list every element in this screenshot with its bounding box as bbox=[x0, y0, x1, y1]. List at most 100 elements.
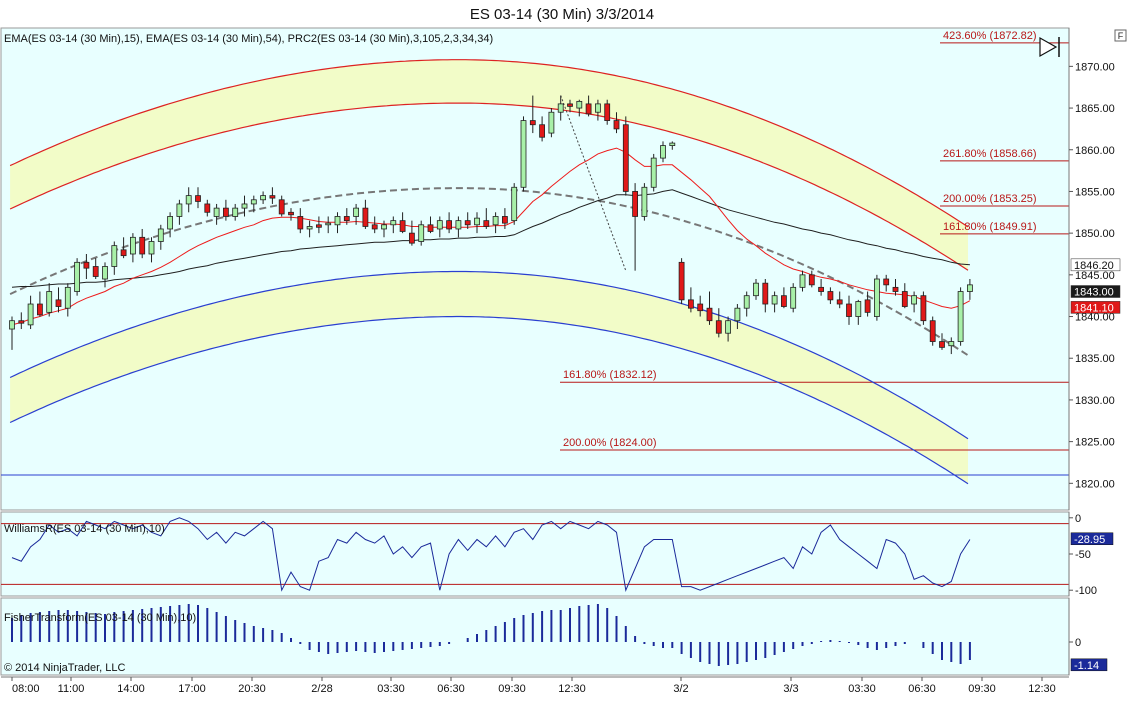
candle-body-39 bbox=[371, 224, 378, 230]
fisher-transform-panel[interactable]: FisherTransform(ES 03-14 (30 Min),10) 0 -1… bbox=[0, 597, 1108, 676]
candle-body-29 bbox=[278, 199, 285, 215]
candle-body-40 bbox=[381, 224, 387, 230]
candle-body-24 bbox=[232, 207, 239, 217]
candle-body-94 bbox=[883, 278, 890, 286]
fib-label-4: 161.80% (1832.12) bbox=[563, 369, 657, 381]
corner-f-label: F bbox=[1118, 31, 1124, 41]
williams-r-tick-label-2: -100 bbox=[1075, 585, 1097, 597]
candle-body-64 bbox=[604, 103, 611, 121]
time-tick-label-10: 3/2 bbox=[673, 683, 688, 695]
candle-body-9 bbox=[92, 266, 99, 277]
candle-body-88 bbox=[827, 291, 834, 301]
candle-body-92 bbox=[864, 299, 871, 313]
candle-body-34 bbox=[325, 222, 332, 226]
prc-upper-outer-line bbox=[9, 59, 969, 228]
copyright-text: © 2014 NinjaTrader, LLC bbox=[4, 662, 125, 674]
candle-body-97 bbox=[911, 295, 917, 305]
time-tick-label-2: 14:00 bbox=[117, 683, 145, 695]
candle-body-81 bbox=[762, 282, 769, 305]
time-tick-label-1: 11:00 bbox=[58, 683, 85, 695]
williams-r-title: WilliamsR(ES 03-14 (30 Min),10) bbox=[4, 523, 165, 535]
fib-label-3: 161.80% (1849.91) bbox=[943, 221, 1037, 233]
prc-upper-inner-line bbox=[9, 102, 969, 271]
candle-body-90 bbox=[846, 303, 852, 317]
candle-body-87 bbox=[818, 286, 824, 292]
candle-body-13 bbox=[129, 236, 136, 255]
candle-body-3 bbox=[37, 303, 43, 316]
candle-body-79 bbox=[743, 295, 750, 309]
fib-label-1: 261.80% (1858.66) bbox=[943, 148, 1037, 160]
williams-r-plot-area bbox=[0, 511, 1070, 597]
candle-body-42 bbox=[399, 220, 406, 232]
candle-body-1 bbox=[18, 320, 25, 324]
candle-body-55 bbox=[520, 120, 527, 188]
candle-body-26 bbox=[250, 199, 257, 205]
candle-body-31 bbox=[297, 216, 304, 230]
chart-title: ES 03-14 (30 Min) 3/3/2014 bbox=[470, 6, 654, 23]
candle-body-100 bbox=[939, 341, 945, 348]
price-panel[interactable]: 423.60% (1872.82) 261.80% (1858.66) 200.00… bbox=[0, 27, 1121, 511]
candle-body-60 bbox=[567, 103, 573, 107]
candle-body-32 bbox=[306, 226, 313, 230]
fisher-value-tag: -1.14 bbox=[1074, 660, 1099, 672]
candle-body-56 bbox=[529, 120, 536, 126]
fib-label-2: 200.00% (1853.25) bbox=[943, 193, 1037, 205]
corner-f-button[interactable]: F bbox=[1114, 29, 1127, 42]
williams-r-panel[interactable]: WilliamsR(ES 03-14 (30 Min),10) 0 -50 -100 -… bbox=[0, 511, 1114, 597]
candle-body-12 bbox=[120, 249, 127, 257]
price-tick-label-1: 1865.00 bbox=[1075, 103, 1115, 115]
price-tick-label-5: 1845.00 bbox=[1075, 270, 1115, 282]
candle-body-8 bbox=[83, 261, 90, 269]
candle-body-70 bbox=[660, 145, 666, 159]
candle-body-63 bbox=[595, 103, 601, 113]
time-tick-label-3: 17:00 bbox=[178, 683, 206, 695]
fisher-tick-label-0: 0 bbox=[1075, 637, 1081, 649]
candle-body-75 bbox=[706, 307, 713, 322]
candle-body-54 bbox=[511, 186, 518, 222]
williams-r-tick-label-0: 0 bbox=[1075, 513, 1081, 525]
candle-body-41 bbox=[390, 220, 397, 226]
candle-body-49 bbox=[464, 220, 471, 226]
candle-body-84 bbox=[790, 286, 797, 309]
fib-label-5: 200.00% (1824.00) bbox=[563, 437, 657, 449]
candle-body-28 bbox=[269, 195, 276, 199]
price-tick-label-9: 1825.00 bbox=[1075, 437, 1115, 449]
candle-body-57 bbox=[539, 124, 545, 138]
candle-body-4 bbox=[46, 291, 53, 313]
candle-body-69 bbox=[650, 157, 657, 188]
candle-body-19 bbox=[185, 195, 192, 205]
candle-body-46 bbox=[436, 220, 443, 230]
candle-body-6 bbox=[64, 286, 71, 309]
time-tick-label-4: 20:30 bbox=[238, 683, 266, 695]
corner-f-box bbox=[1114, 29, 1127, 42]
time-tick-label-6: 03:30 bbox=[377, 683, 405, 695]
candle-body-14 bbox=[139, 236, 146, 255]
candle-body-93 bbox=[874, 278, 880, 317]
candle-body-18 bbox=[176, 203, 183, 217]
candle-body-51 bbox=[483, 220, 490, 227]
time-tick-label-12: 03:30 bbox=[848, 683, 876, 695]
time-tick-label-14: 09:30 bbox=[968, 683, 996, 695]
price-tick-label-2: 1860.00 bbox=[1075, 145, 1115, 157]
time-tick-label-0: 08:00 bbox=[12, 683, 40, 695]
williams-r-value-tag-bg bbox=[1070, 532, 1114, 546]
candle-body-2 bbox=[27, 303, 34, 326]
candle-body-82 bbox=[771, 295, 778, 305]
candle-body-80 bbox=[753, 282, 759, 297]
candle-body-37 bbox=[353, 207, 360, 217]
candle-body-78 bbox=[734, 307, 741, 322]
candle-body-96 bbox=[901, 291, 908, 307]
ema54-line bbox=[11, 189, 970, 288]
candle-body-27 bbox=[260, 195, 267, 201]
time-tick-label-9: 12:30 bbox=[558, 683, 586, 695]
candle-body-16 bbox=[157, 228, 164, 242]
price-tick-label-6: 1840.00 bbox=[1075, 312, 1115, 324]
fib-label-0: 423.60% (1872.82) bbox=[943, 30, 1037, 42]
candle-body-86 bbox=[808, 274, 815, 286]
ema15-line bbox=[11, 147, 971, 326]
price-legend: EMA(ES 03-14 (30 Min),15), EMA(ES 03-14 … bbox=[4, 33, 493, 45]
price-tick-label-10: 1820.00 bbox=[1075, 478, 1115, 490]
time-tick-label-11: 3/3 bbox=[783, 683, 798, 695]
last-price-tag-text: 1843.00 bbox=[1074, 287, 1114, 299]
